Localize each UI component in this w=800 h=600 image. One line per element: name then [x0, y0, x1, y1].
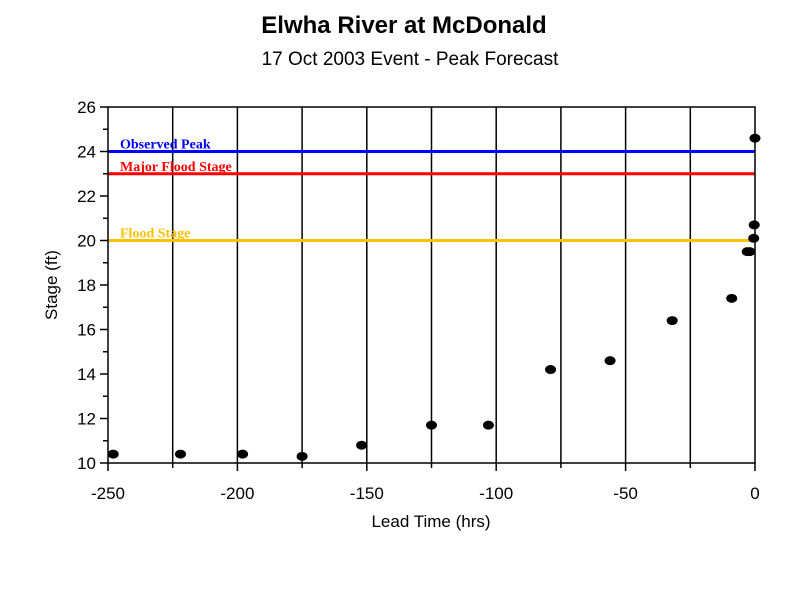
data-point: [744, 247, 756, 257]
y-axis-label: Stage (ft): [42, 250, 61, 320]
data-point: [237, 449, 249, 459]
data-point: [748, 233, 760, 243]
x-axis-label: Lead Time (hrs): [371, 512, 490, 531]
y-tick-label: 20: [77, 232, 96, 251]
data-point: [726, 293, 738, 303]
y-tick-label: 22: [77, 187, 96, 206]
data-point: [174, 449, 186, 459]
data-point: [604, 356, 616, 366]
x-tick-label: -50: [613, 484, 638, 503]
data-point: [296, 451, 308, 461]
data-point: [356, 440, 368, 450]
grid-lines: [171, 107, 692, 463]
reference-line-label: Flood Stage: [120, 227, 190, 242]
y-tick-label: 14: [77, 365, 96, 384]
y-tick-label: 16: [77, 321, 96, 340]
data-point: [748, 220, 760, 230]
data-point: [545, 365, 557, 375]
x-tick-label: 0: [750, 484, 759, 503]
y-tick-label: 24: [77, 143, 96, 162]
data-point: [749, 133, 761, 143]
y-tick-label: 10: [77, 454, 96, 473]
data-points: [107, 133, 761, 461]
y-tick-label: 12: [77, 410, 96, 429]
reference-line-label: Observed Peak: [120, 138, 211, 153]
x-tick-label: -100: [479, 484, 513, 503]
chart-subtitle: 17 Oct 2003 Event - Peak Forecast: [262, 49, 559, 70]
x-tick-label: -250: [91, 484, 125, 503]
x-tick-label: -150: [350, 484, 384, 503]
reference-line-label: Major Flood Stage: [120, 160, 232, 175]
data-point: [482, 420, 494, 430]
data-point: [426, 420, 437, 430]
reference-lines: Observed Peak Major Flood Stage Flood Stag…: [108, 138, 755, 242]
axes: [100, 106, 756, 471]
data-point: [666, 316, 678, 326]
x-tick-label: -200: [220, 484, 254, 503]
y-tick-label: 18: [77, 276, 96, 295]
y-tick-label: 26: [77, 98, 96, 117]
data-point: [107, 449, 119, 459]
tick-labels: 10 12 14 16 18 20 22 24 26 -250 -200 -150 -100 -50 0: [77, 98, 760, 503]
chart-title: Elwha River at McDonald: [261, 12, 546, 39]
